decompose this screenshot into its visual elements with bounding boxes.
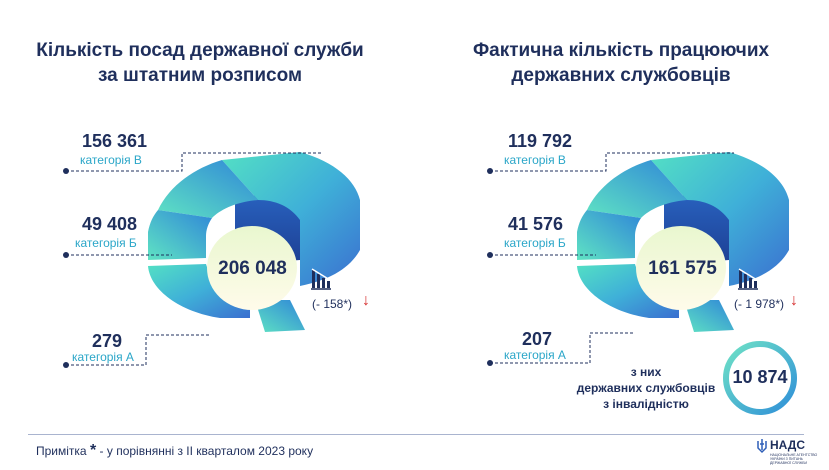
trident-icon bbox=[757, 439, 767, 454]
right-cat-a-label: категорія А bbox=[504, 348, 566, 362]
right-segment-small-c bbox=[684, 300, 734, 332]
left-title: Кількість посад державної служби за штат… bbox=[0, 38, 400, 88]
left-segment-cat-v bbox=[222, 152, 360, 286]
left-cat-a-value: 279 bbox=[92, 331, 123, 351]
right-disabled-value: 10 874 bbox=[732, 367, 788, 387]
right-total-value: 161 575 bbox=[648, 258, 717, 279]
right-disabled-text: з них державних службовців з інвалідніст… bbox=[566, 364, 726, 412]
logo-subtitle: НАЦІОНАЛЬНЕ АГЕНТСТВО УКРАЇНИ З ПИТАНЬ Д… bbox=[770, 453, 818, 465]
right-title: Фактична кількість працюючих державних с… bbox=[414, 38, 828, 88]
footnote-text: - у порівнянні з II кварталом 2023 року bbox=[99, 444, 314, 458]
left-segment-small-c bbox=[255, 300, 305, 332]
left-cat-v-label: категорія В bbox=[80, 153, 142, 167]
left-cat-a-leader bbox=[63, 334, 210, 368]
left-segment-bottom-a bbox=[148, 264, 250, 318]
right-change-value: (- 1 978*) bbox=[734, 297, 785, 311]
left-panel: Кількість посад державної служби за штат… bbox=[0, 0, 414, 430]
right-cat-v-leader bbox=[487, 152, 734, 174]
right-bar-chart-down-icon bbox=[738, 268, 758, 290]
right-donut-segments bbox=[577, 152, 789, 332]
right-arrow-down-icon: ↓ bbox=[790, 292, 798, 309]
left-change-value: (- 158*) bbox=[312, 297, 353, 311]
right-cat-v-value: 119 792 bbox=[508, 131, 573, 151]
left-donut-chart bbox=[148, 152, 360, 332]
left-arrow-down-icon: ↓ bbox=[362, 292, 370, 309]
right-donut-chart bbox=[577, 152, 789, 332]
footnote: Примітка * - у порівнянні з II кварталом… bbox=[36, 442, 313, 460]
left-title-line1: Кількість посад державної служби bbox=[36, 40, 364, 61]
footnote-prefix: Примітка bbox=[36, 444, 87, 458]
right-cat-b-value: 41 576 bbox=[508, 214, 564, 234]
right-panel: Фактична кількість працюючих державних с… bbox=[414, 0, 828, 430]
right-cat-b-label: категорія Б bbox=[504, 236, 566, 250]
right-cat-a-value: 207 bbox=[522, 329, 553, 349]
left-cat-v-value: 156 361 bbox=[82, 131, 148, 151]
logo-name: НАДС bbox=[770, 438, 805, 452]
right-disabled-text-line2: державних службовців bbox=[576, 381, 716, 395]
right-donut-hole bbox=[636, 226, 726, 310]
left-donut-hole bbox=[207, 226, 297, 310]
right-segment-top-a bbox=[587, 160, 687, 218]
left-cat-a-label: категорія А bbox=[72, 350, 134, 364]
footer-divider bbox=[28, 434, 804, 435]
right-disabled-text-line3: з інвалідністю bbox=[603, 397, 689, 411]
left-donut-segments bbox=[148, 152, 360, 332]
right-segment-bottom-a bbox=[577, 264, 679, 318]
right-cat-b-leader bbox=[487, 252, 596, 258]
left-segment-left-b bbox=[148, 210, 212, 260]
left-title-line2: за штатним розписом bbox=[97, 65, 303, 86]
left-cat-b-leader bbox=[63, 252, 172, 258]
left-total-value: 206 048 bbox=[218, 258, 287, 279]
right-disabled-ring bbox=[723, 341, 797, 415]
right-segment-left-b bbox=[577, 210, 641, 260]
right-disabled-text-line1: з них bbox=[630, 365, 662, 379]
left-cat-v-leader bbox=[63, 152, 322, 174]
right-segment-cat-v bbox=[651, 152, 789, 286]
right-title-line1: Фактична кількість працюючих bbox=[472, 40, 770, 61]
right-cat-v-label: категорія В bbox=[504, 153, 566, 167]
right-title-line2: державних службовців bbox=[511, 65, 731, 86]
left-segment-top-a bbox=[158, 160, 258, 218]
left-bar-chart-down-icon bbox=[311, 268, 331, 290]
left-cat-b-label: категорія Б bbox=[75, 236, 137, 250]
right-cat-a-leader bbox=[487, 332, 634, 366]
footnote-star: * bbox=[89, 442, 97, 459]
left-cat-b-value: 49 408 bbox=[82, 214, 138, 234]
